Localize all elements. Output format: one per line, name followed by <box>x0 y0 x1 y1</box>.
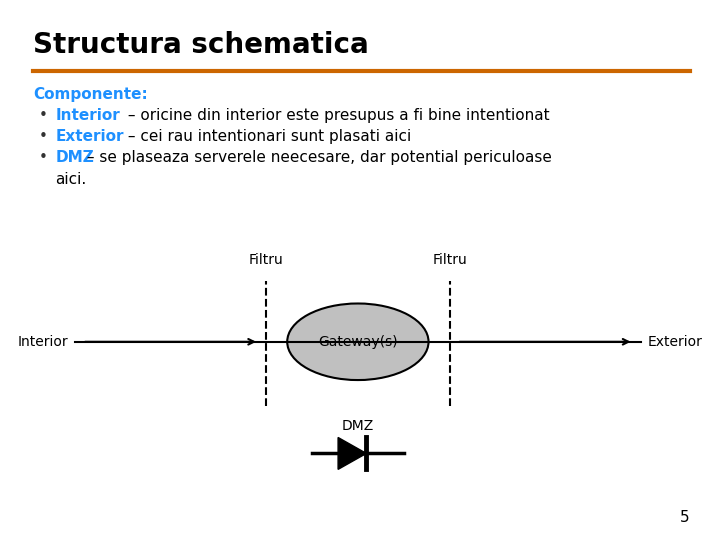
Text: Filtru: Filtru <box>248 253 284 267</box>
Text: •: • <box>38 129 48 144</box>
Text: Structura schematica: Structura schematica <box>33 31 369 59</box>
Text: – oricine din interior este presupus a fi bine intentionat: – oricine din interior este presupus a f… <box>122 108 549 123</box>
Ellipse shape <box>287 303 428 380</box>
Text: •: • <box>38 150 48 165</box>
Text: aici.: aici. <box>55 172 86 187</box>
Text: Filtru: Filtru <box>432 253 467 267</box>
Text: Componente:: Componente: <box>33 86 148 102</box>
Text: DMZ: DMZ <box>342 419 374 433</box>
Text: DMZ: DMZ <box>55 150 94 165</box>
Text: Gateway(s): Gateway(s) <box>318 335 397 349</box>
Text: Exterior: Exterior <box>55 129 124 144</box>
Text: 5: 5 <box>680 510 690 525</box>
Text: •: • <box>38 108 48 123</box>
Text: Interior: Interior <box>55 108 120 123</box>
Text: – se plaseaza serverele neecesare, dar potential periculoase: – se plaseaza serverele neecesare, dar p… <box>82 150 552 165</box>
Text: Exterior: Exterior <box>647 335 703 349</box>
Text: Interior: Interior <box>17 335 68 349</box>
Text: – cei rau intentionari sunt plasati aici: – cei rau intentionari sunt plasati aici <box>122 129 411 144</box>
Polygon shape <box>338 437 366 469</box>
